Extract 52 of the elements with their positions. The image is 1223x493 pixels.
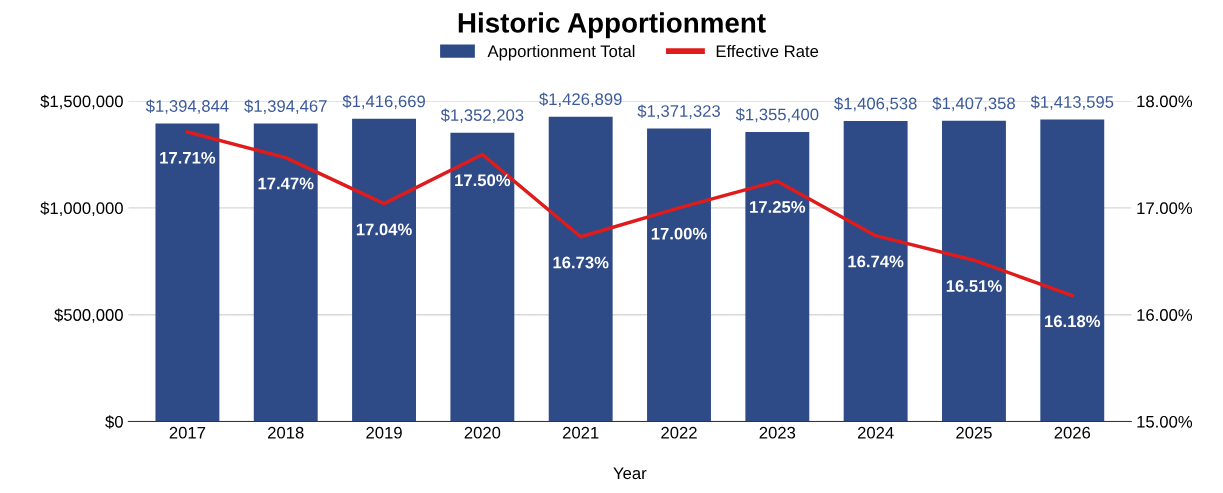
data-label: $1,355,400 [735, 107, 819, 123]
data-label: $1,394,844 [145, 99, 229, 114]
data-label: 17.00% [651, 227, 707, 240]
x-tick-label: 2025 [956, 426, 992, 439]
legend-label: Effective Rate [716, 44, 819, 58]
data-label: 17.50% [455, 174, 511, 187]
x-tick-label: 2018 [268, 426, 304, 439]
data-label: $1,407,358 [932, 96, 1015, 112]
x-axis-title: Year [613, 467, 647, 480]
data-label: $1,416,669 [342, 94, 425, 110]
bar [745, 131, 810, 422]
data-label: $1,426,899 [539, 92, 622, 108]
y-tick-label: $1,500,000 [40, 94, 123, 110]
data-label: 16.74% [848, 255, 904, 268]
x-tick-label: 2024 [857, 426, 894, 439]
bar [253, 123, 318, 422]
x-tick-label: 2023 [759, 426, 796, 439]
y2-tick-label: 18.00% [1137, 95, 1193, 108]
data-label: $1,406,538 [834, 96, 917, 112]
y2-tick-label: 16.00% [1137, 309, 1193, 321]
bar [942, 120, 1006, 422]
y-tick-label: $500,000 [54, 308, 123, 323]
data-label: $1,413,595 [1030, 95, 1114, 110]
x-tick-label: 2022 [661, 426, 697, 439]
y2-tick-label: 17.00% [1137, 202, 1193, 215]
x-tick-label: 2019 [366, 426, 402, 439]
data-label: 16.18% [1045, 315, 1101, 328]
data-label: 17.47% [258, 177, 314, 190]
bar [548, 116, 613, 422]
bar [1040, 119, 1105, 422]
data-label: $1,352,203 [440, 108, 524, 123]
x-tick-label: 2020 [464, 426, 501, 439]
bar [352, 118, 416, 422]
y2-tick-label: 15.00% [1137, 415, 1193, 428]
data-label: 17.04% [356, 223, 412, 236]
bar [843, 121, 908, 422]
x-tick-label: 2021 [562, 426, 599, 439]
x-tick-label: 2017 [169, 426, 206, 439]
bar [155, 123, 220, 422]
data-label: 17.71% [160, 151, 216, 164]
x-tick-label: 2026 [1054, 426, 1091, 439]
y-tick-label: $0 [105, 415, 123, 429]
data-label: $1,394,467 [244, 99, 327, 114]
legend-label: Apportionment Total [487, 44, 635, 61]
data-label: 16.73% [553, 256, 609, 269]
bar [647, 128, 711, 422]
data-label: 17.25% [750, 201, 806, 213]
bar [450, 132, 515, 422]
data-label: 16.51% [946, 280, 1002, 292]
chart-title: Historic Apportionment [458, 12, 766, 39]
y-tick-label: $1,000,000 [40, 201, 123, 217]
data-label: $1,371,323 [637, 104, 720, 119]
